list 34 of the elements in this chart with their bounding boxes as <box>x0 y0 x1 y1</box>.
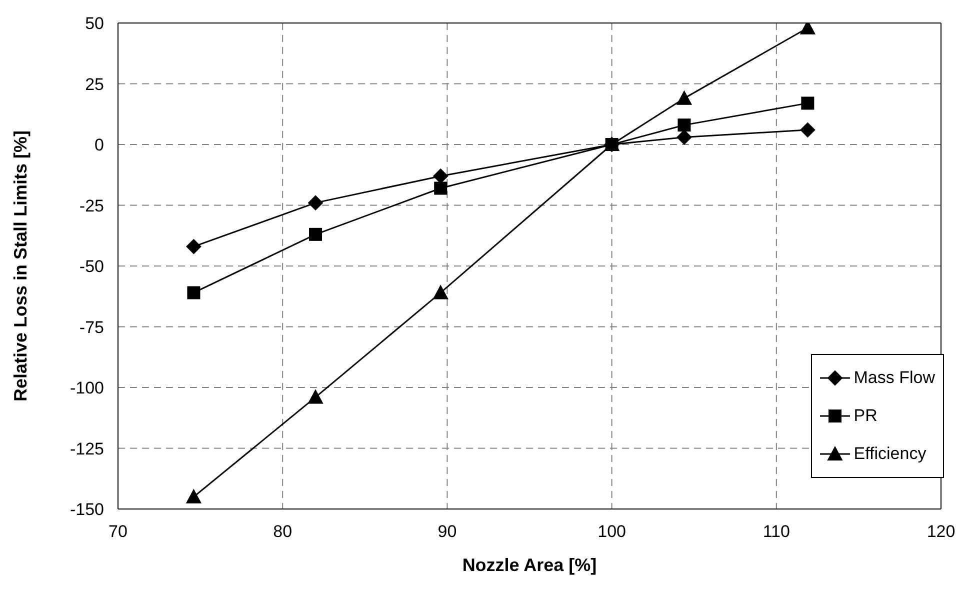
y-tick-label: -25 <box>79 196 104 216</box>
x-tick-label: 80 <box>273 522 292 542</box>
point <box>186 239 202 254</box>
point <box>309 228 322 241</box>
legend-label: PR <box>854 406 878 426</box>
point <box>187 286 200 300</box>
legend-label: Efficiency <box>854 444 926 464</box>
y-tick-label: -150 <box>70 500 104 520</box>
x-tick-label: 100 <box>598 522 626 542</box>
y-tick-label: -50 <box>79 257 104 276</box>
x-axis-title: Nozzle Area [%] <box>462 555 597 575</box>
point <box>186 489 202 504</box>
point <box>676 90 692 105</box>
y-tick-label: -75 <box>79 318 104 337</box>
point <box>434 182 448 195</box>
y-axis-title: Relative Loss in Stall Limits [%] <box>10 130 30 402</box>
y-tick-label: 0 <box>94 136 104 155</box>
point <box>308 195 324 210</box>
point <box>433 168 448 184</box>
x-tick-label: 120 <box>926 522 956 542</box>
y-tick-label: 25 <box>85 74 104 94</box>
point <box>801 96 814 110</box>
point <box>800 122 816 138</box>
y-tick-label: -100 <box>70 378 104 398</box>
point <box>308 390 324 404</box>
point <box>678 118 691 132</box>
x-tick-label: 90 <box>438 522 457 542</box>
y-tick-label: 50 <box>85 14 104 34</box>
point <box>676 130 692 145</box>
x-tick-label: 70 <box>108 522 128 542</box>
x-tick-label: 110 <box>762 522 790 542</box>
y-tick-label: -125 <box>70 439 104 458</box>
legend-label: Mass Flow <box>854 368 935 388</box>
point <box>433 285 448 300</box>
